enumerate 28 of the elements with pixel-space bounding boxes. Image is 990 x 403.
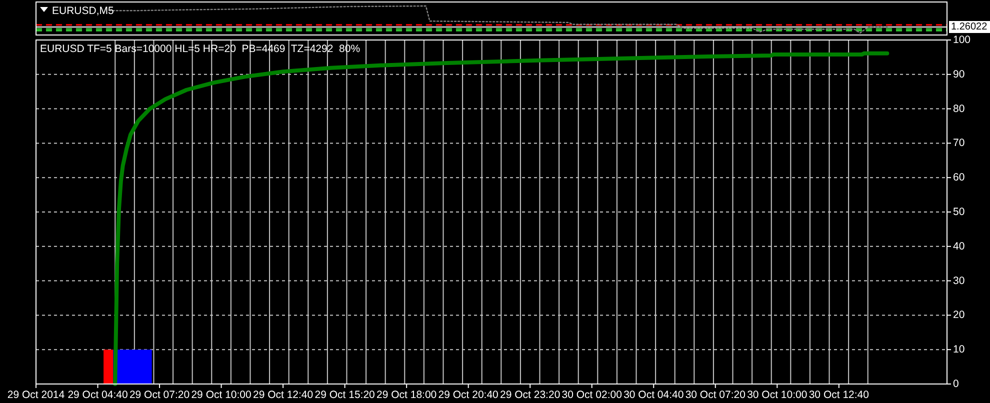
text: 1.26022 xyxy=(951,22,988,32)
x-tick-label: 30 Oct 10:00 xyxy=(747,389,808,401)
y-tick-label: 10 xyxy=(953,344,965,356)
y-tick-label: 80 xyxy=(953,102,965,115)
chart-title: EURUSD,M5 xyxy=(52,5,114,17)
x-tick-label: 30 Oct 02:00 xyxy=(562,389,622,401)
x-tick-label: 29 Oct 2014 xyxy=(7,389,65,401)
x-tick-label: 30 Oct 07:20 xyxy=(685,389,746,401)
y-tick-label: 30 xyxy=(953,274,965,287)
line-series xyxy=(113,51,890,386)
x-tick-label: 29 Oct 12:40 xyxy=(252,389,314,401)
x-tick-label: 30 Oct 04:40 xyxy=(624,389,684,401)
y-tick-label: 50 xyxy=(953,206,965,218)
y-tick-label: 60 xyxy=(953,172,965,184)
x-tick-label: 29 Oct 15:20 xyxy=(314,389,376,401)
x-tick-label: 29 Oct 18:00 xyxy=(376,389,437,401)
x-tick-label: 30 Oct 12:40 xyxy=(808,389,870,401)
x-tick-label: 29 Oct 23:20 xyxy=(500,389,560,401)
y-tick-label: 0 xyxy=(953,378,959,390)
x-tick-label: 29 Oct 20:40 xyxy=(438,389,499,401)
y-tick-label: 70 xyxy=(953,137,965,150)
y-tick-label: 100 xyxy=(953,34,971,46)
x-tick-label: 29 Oct 04:40 xyxy=(68,389,128,401)
y-tick-label: 90 xyxy=(953,68,965,80)
y-tick-label: 40 xyxy=(953,240,965,252)
x-tick-label: 29 Oct 10:00 xyxy=(191,389,252,401)
y-tick-label: 20 xyxy=(953,309,965,322)
x-tick-label: 29 Oct 07:20 xyxy=(129,389,190,401)
